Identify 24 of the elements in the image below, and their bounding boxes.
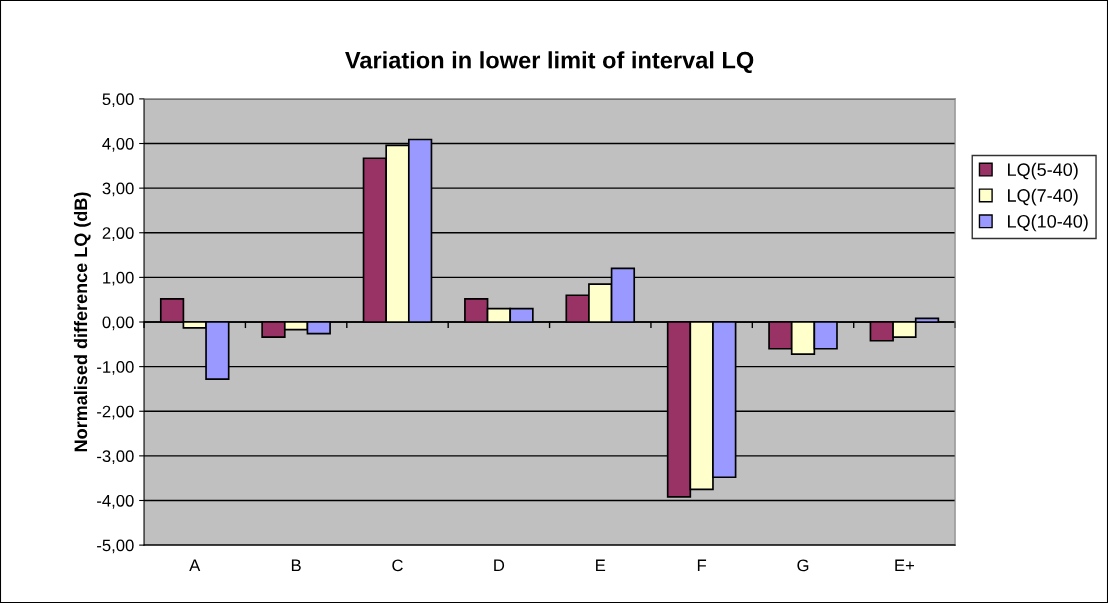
- y-tick-label: 0,00: [102, 316, 134, 331]
- x-tick-label: E+: [895, 559, 915, 572]
- x-tick-label: C: [392, 559, 403, 572]
- y-tick-label: -1,00: [97, 361, 134, 375]
- x-tick-label: F: [697, 559, 707, 572]
- y-tick-label: 1,00: [103, 271, 134, 286]
- legend-label: LQ(7-40): [1008, 188, 1078, 206]
- y-tick-label: 5,00: [102, 93, 134, 108]
- y-tick-label: 4,00: [102, 137, 134, 152]
- legend-label: LQ(10-40): [1008, 214, 1088, 232]
- y-tick-label: -4,00: [97, 494, 134, 509]
- x-tick-label: G: [797, 559, 809, 572]
- legend-label: LQ(5-40): [1008, 162, 1078, 180]
- x-tick-label: A: [189, 559, 201, 572]
- y-axis-title: Normalised difference LQ (dB): [73, 192, 91, 452]
- y-tick-label: 2,00: [102, 227, 134, 241]
- y-tick-label: -3,00: [97, 450, 134, 465]
- y-tick-label: 3,00: [102, 182, 134, 197]
- y-tick-label: -5,00: [97, 539, 134, 554]
- x-tick-label: E: [596, 559, 606, 572]
- y-tick-label: -2,00: [97, 405, 134, 420]
- x-tick-label: B: [291, 559, 301, 572]
- x-tick-label: D: [494, 559, 505, 572]
- chart-title: Variation in lower limit of interval LQ: [345, 51, 754, 73]
